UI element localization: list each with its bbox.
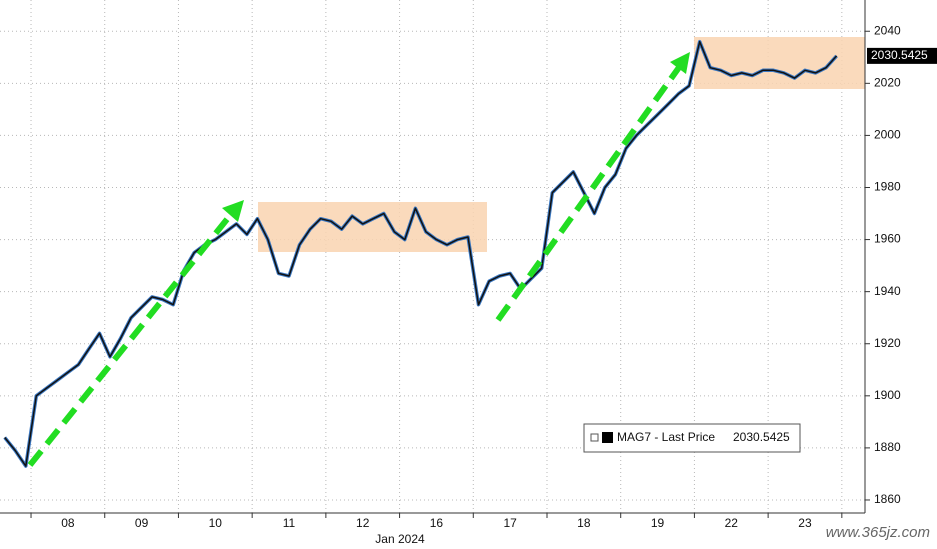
x-tick-label: 10: [209, 516, 223, 530]
last-price-label: 2030.5425: [871, 48, 928, 62]
trend-arrow: [27, 200, 244, 467]
x-tick-label: 19: [651, 516, 665, 530]
x-tick-label: 11: [283, 516, 296, 530]
legend-label: MAG7 - Last Price: [617, 430, 715, 444]
y-tick-label: 1980: [874, 180, 901, 194]
y-tick-label: 1900: [874, 388, 901, 402]
axes: 1860 1880 1900 1920 1940 1960 1980 2000 2020 2040…: [30, 23, 937, 530]
grid: [0, 0, 865, 513]
x-tick-label: 22: [725, 516, 739, 530]
y-tick-label: 1960: [874, 232, 901, 246]
x-tick-label: 17: [503, 516, 517, 530]
last-price-tag: [867, 47, 937, 64]
x-tick-label: 08: [61, 516, 75, 530]
x-tick-label: 16: [430, 516, 444, 530]
y-tick-label: 1860: [874, 492, 901, 506]
watermark: www.365jz.com: [826, 524, 930, 541]
y-tick-label: 2000: [874, 128, 901, 142]
y-tick-label: 1880: [874, 440, 901, 454]
x-tick-label: 09: [135, 516, 149, 530]
legend-icon: [590, 433, 599, 442]
legend-swatch: [602, 432, 613, 443]
y-tick-label: 1940: [874, 284, 901, 298]
y-tick-label: 2040: [874, 23, 901, 37]
x-tick-label: 18: [577, 516, 591, 530]
legend: MAG7 - Last Price 2030.5425: [583, 423, 801, 453]
legend-box: [583, 423, 801, 453]
range-box: [694, 37, 865, 89]
legend-value: 2030.5425: [733, 430, 790, 444]
x-tick-label: 23: [798, 516, 812, 530]
y-tick-label: 2020: [874, 76, 901, 90]
range-box: [258, 202, 487, 252]
trend-arrow: [495, 52, 690, 322]
x-tick-label: 12: [356, 516, 370, 530]
line: [4, 40, 838, 467]
plot: [3, 39, 838, 468]
y-tick-label: 1920: [874, 336, 901, 350]
x-axis-label: Jan 2024: [375, 532, 425, 546]
